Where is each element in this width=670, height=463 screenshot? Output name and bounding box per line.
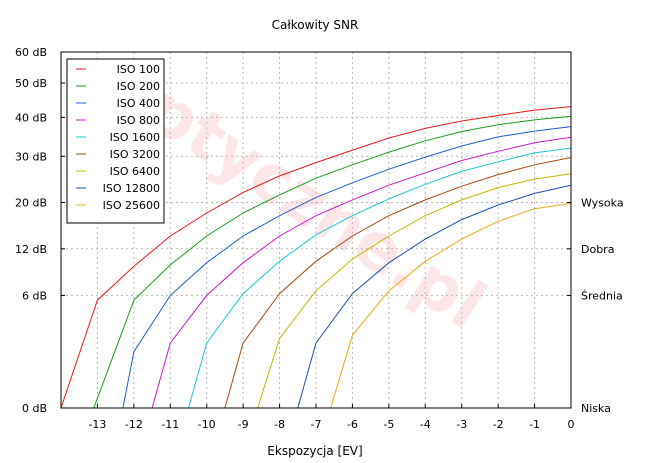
- legend-label: ISO 100: [117, 63, 160, 76]
- legend: ISO 100 ISO 200 ISO 400 ISO 800 ISO 1600 ISO …: [66, 58, 165, 224]
- legend-label: ISO 800: [117, 114, 160, 127]
- series-line-iso-1600: [188, 147, 572, 409]
- series-line-iso-12800: [297, 184, 572, 409]
- x-tick-label: -5: [383, 418, 394, 431]
- y-tick-label: 12 dB: [15, 243, 47, 256]
- axis-ticks: -13 -12 -11 -10 -9 -8 -7 -6 -5 -4 -3 -2 -1 00 dB6 dB1…: [15, 46, 624, 431]
- series-line-iso-800: [151, 136, 572, 409]
- chart-title: Całkowity SNR: [272, 18, 359, 32]
- x-tick-label: -8: [274, 418, 285, 431]
- y-tick-label: 40 dB: [15, 111, 47, 124]
- legend-label: ISO 200: [117, 80, 160, 93]
- series-line-iso-200: [93, 115, 572, 409]
- x-tick-label: -11: [161, 418, 179, 431]
- x-tick-label: -2: [493, 418, 504, 431]
- x-tick-label: -1: [529, 418, 540, 431]
- x-tick-label: 0: [568, 418, 575, 431]
- y-tick-label: 0 dB: [22, 402, 47, 415]
- legend-label: ISO 3200: [110, 148, 160, 161]
- series-line-iso-25600: [330, 203, 572, 409]
- x-tick-label: -9: [238, 418, 249, 431]
- series-line-iso-400: [122, 126, 572, 409]
- x-tick-label: -6: [347, 418, 358, 431]
- right-quality-label: Średnia: [581, 289, 623, 302]
- series-lines: [60, 106, 572, 409]
- y-tick-label: 6 dB: [22, 289, 47, 302]
- legend-label: ISO 25600: [103, 199, 160, 212]
- y-tick-label: 50 dB: [15, 77, 47, 90]
- x-axis-label: Ekspozycja [EV]: [267, 444, 362, 458]
- x-tick-label: -12: [125, 418, 143, 431]
- right-quality-label: Niska: [581, 402, 611, 415]
- x-tick-label: -13: [88, 418, 106, 431]
- right-quality-label: Wysoka: [581, 196, 624, 209]
- y-tick-label: 20 dB: [15, 196, 47, 209]
- series-line-iso-3200: [224, 157, 572, 409]
- legend-label: ISO 12800: [103, 182, 160, 195]
- y-tick-label: 60 dB: [15, 46, 47, 59]
- series-line-iso-100: [60, 106, 572, 409]
- legend-label: ISO 6400: [110, 165, 160, 178]
- x-tick-label: -10: [198, 418, 216, 431]
- series-line-iso-6400: [257, 173, 572, 409]
- legend-label: ISO 1600: [110, 131, 160, 144]
- x-tick-label: -3: [456, 418, 467, 431]
- x-tick-label: -7: [311, 418, 322, 431]
- x-tick-label: -4: [420, 418, 431, 431]
- right-quality-label: Dobra: [581, 243, 614, 256]
- y-tick-label: 30 dB: [15, 150, 47, 163]
- legend-label: ISO 400: [117, 97, 160, 110]
